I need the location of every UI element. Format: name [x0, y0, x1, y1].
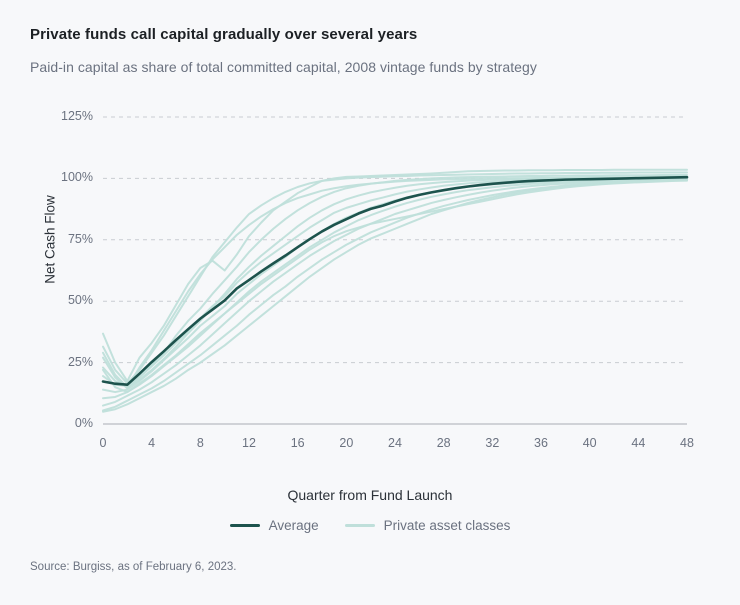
- legend-swatch-private-asset-classes: [344, 524, 375, 527]
- chart-subtitle: Paid-in capital as share of total commit…: [30, 59, 537, 75]
- legend-item-average[interactable]: Average: [229, 518, 319, 533]
- y-tick-label: 100%: [61, 170, 93, 185]
- x-tick-label: 12: [242, 436, 256, 450]
- legend-item-private-asset-classes[interactable]: Private asset classes: [344, 518, 511, 533]
- y-tick-label: 25%: [67, 354, 93, 369]
- legend-label-private-asset-classes: Private asset classes: [383, 518, 511, 533]
- x-axis-title: Quarter from Fund Launch: [287, 487, 453, 503]
- x-tick-label: 0: [99, 436, 107, 450]
- series-line-asset-class: [102, 179, 688, 394]
- x-tick-label: 40: [582, 436, 597, 450]
- series-line-asset-class: [102, 168, 688, 383]
- y-tick-label: 0%: [74, 416, 93, 430]
- chart-title: Private funds call capital gradually ove…: [30, 26, 418, 43]
- y-tick-label: 75%: [67, 231, 93, 246]
- y-axis-title: Net Cash Flow: [42, 195, 58, 284]
- x-tick-label: 44: [631, 436, 646, 450]
- y-tick-label: 50%: [67, 293, 93, 308]
- x-tick-label: 32: [485, 436, 500, 450]
- x-tick-label: 4: [148, 436, 156, 450]
- series-line-asset-class: [102, 176, 688, 389]
- series-line-asset-class: [102, 177, 688, 394]
- series-line-asset-class: [102, 178, 688, 407]
- legend-label-average: Average: [268, 518, 319, 533]
- series-line-average: [101, 175, 689, 386]
- x-tick-label: 28: [436, 436, 451, 450]
- chart-legend: Average Private asset classes: [0, 518, 740, 533]
- x-tick-label: 36: [534, 436, 548, 450]
- x-tick-label: 20: [339, 436, 354, 450]
- legend-swatch-average: [229, 524, 260, 527]
- x-tick-label: 8: [196, 436, 204, 450]
- x-tick-label: 48: [680, 436, 694, 450]
- series-line-asset-class: [102, 171, 688, 385]
- x-tick-label: 16: [290, 436, 305, 450]
- y-tick-label: 125%: [61, 109, 93, 123]
- x-tick-label: 24: [388, 436, 402, 450]
- series-line-asset-class: [102, 178, 688, 400]
- source-note: Source: Burgiss, as of February 6, 2023.: [30, 561, 237, 573]
